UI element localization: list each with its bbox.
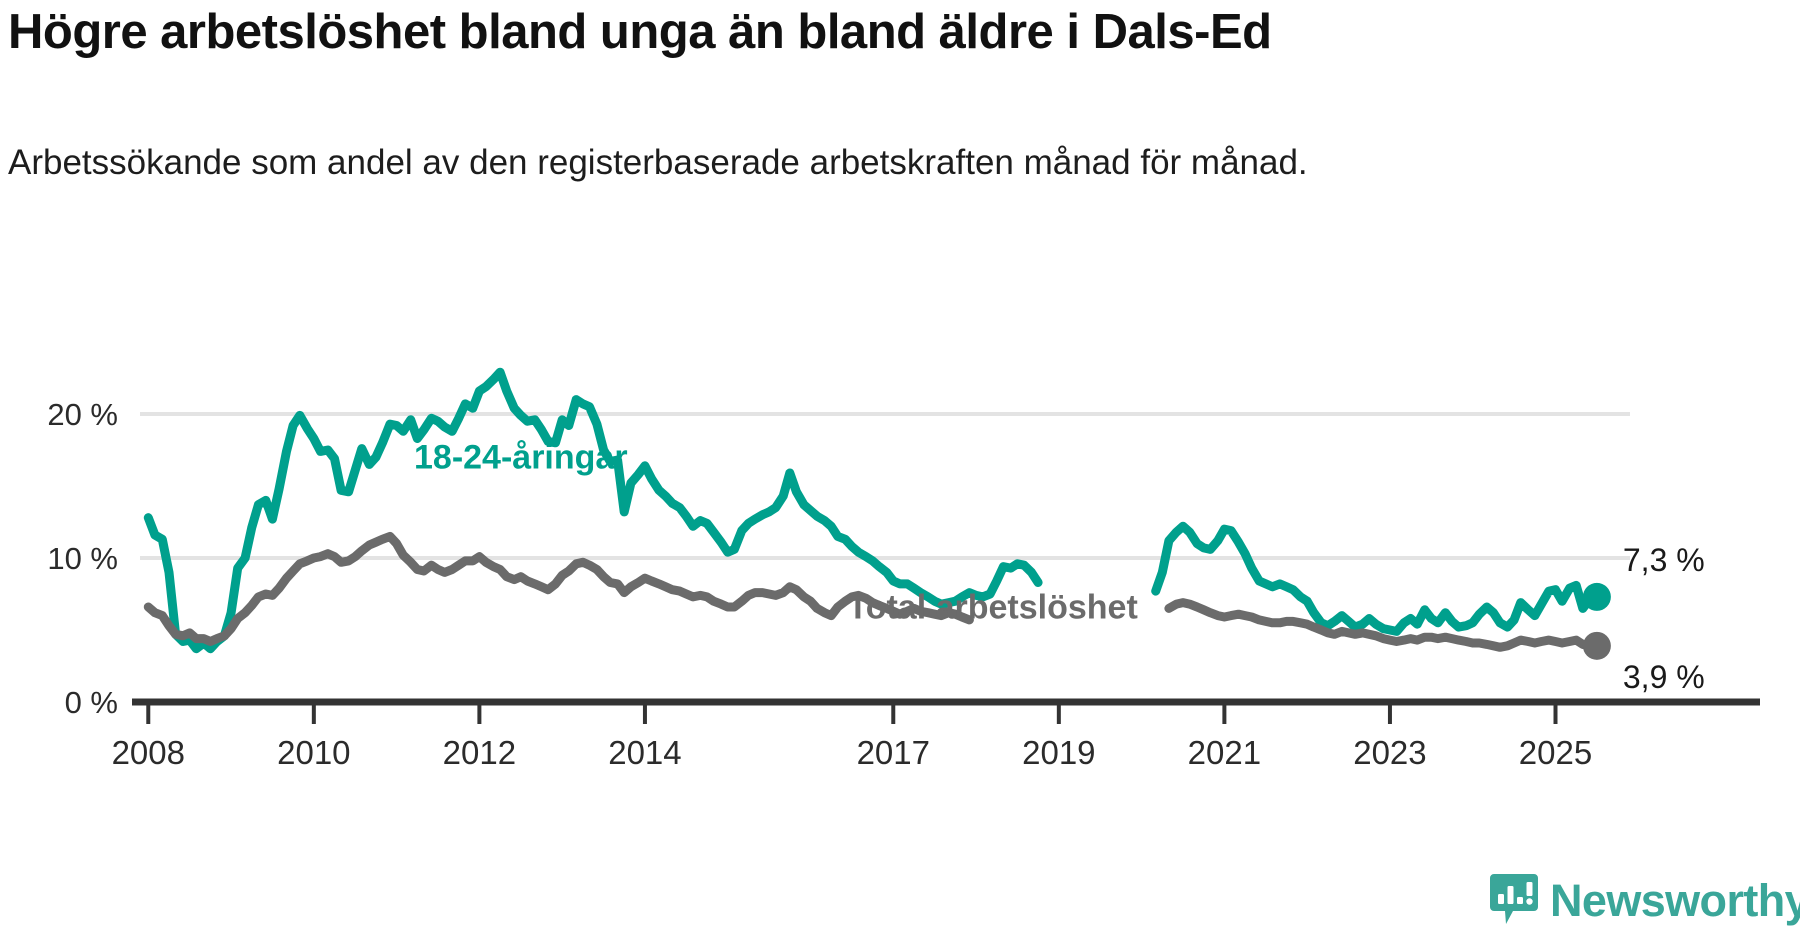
chart-container: 0 % 10 % 20 % 2008 2010 2012 2014 2017 2019 2021… xyxy=(0,250,1800,810)
y-tick-label: 0 % xyxy=(65,685,118,720)
line-chart: 0 % 10 % 20 % 2008 2010 2012 2014 2017 2019 2021… xyxy=(47,367,1760,771)
x-tick-label: 2017 xyxy=(857,734,930,771)
end-value-label-youth: 7,3 % xyxy=(1623,542,1705,578)
series-label-total: Total arbetslöshet xyxy=(847,588,1137,626)
y-tick-label: 10 % xyxy=(47,541,118,576)
x-tick-label: 2025 xyxy=(1519,734,1592,771)
y-axis-tick-labels: 0 % 10 % 20 % xyxy=(47,397,118,720)
logo-wordmark: Newsworthy xyxy=(1550,874,1800,926)
end-marker-youth xyxy=(1582,582,1611,611)
end-value-label-total: 3,9 % xyxy=(1623,659,1705,695)
series-label-youth: 18-24-åringar xyxy=(414,439,628,477)
series-inline-labels: 18-24-åringar Total arbetslöshet xyxy=(414,439,1138,627)
x-tick-label: 2023 xyxy=(1353,734,1426,771)
series-line-total xyxy=(143,531,1602,652)
x-tick-label: 2010 xyxy=(277,734,350,771)
series-end-markers xyxy=(1582,582,1611,660)
x-axis xyxy=(132,698,1760,724)
newsworthy-logo[interactable]: Newsworthy xyxy=(1489,872,1800,928)
page-subtitle: Arbetssökande som andel av den registerb… xyxy=(8,143,1308,182)
page-title: Högre arbetslöshet bland unga än bland ä… xyxy=(8,5,1272,59)
series-line-youth xyxy=(143,367,1602,654)
x-tick-label: 2019 xyxy=(1022,734,1095,771)
x-tick-label: 2012 xyxy=(443,734,516,771)
end-marker-total xyxy=(1582,631,1611,660)
bar-chart-speech-bubble-icon xyxy=(1490,874,1538,924)
series-lines xyxy=(143,367,1602,654)
x-tick-label: 2008 xyxy=(112,734,185,771)
y-tick-label: 20 % xyxy=(47,397,118,432)
x-tick-label: 2014 xyxy=(608,734,681,771)
gridlines xyxy=(140,412,1630,560)
x-tick-label: 2021 xyxy=(1188,734,1261,771)
series-end-value-labels: 7,3 % 3,9 % xyxy=(1623,542,1705,695)
x-axis-tick-labels: 2008 2010 2012 2014 2017 2019 2021 2023 2025 xyxy=(112,734,1593,771)
